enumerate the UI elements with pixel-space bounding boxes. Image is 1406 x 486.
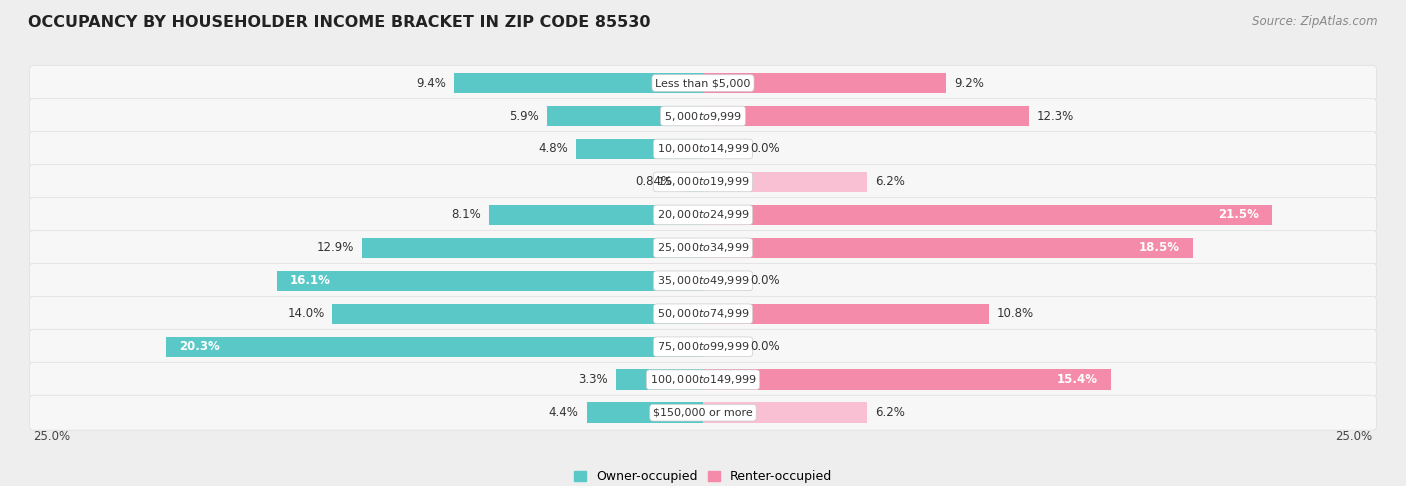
- Text: 9.2%: 9.2%: [955, 76, 984, 89]
- FancyBboxPatch shape: [30, 395, 1376, 430]
- FancyBboxPatch shape: [30, 362, 1376, 397]
- Bar: [361, 238, 703, 258]
- Text: 0.0%: 0.0%: [751, 274, 780, 287]
- Bar: [277, 271, 703, 291]
- Text: 3.3%: 3.3%: [578, 373, 607, 386]
- FancyBboxPatch shape: [30, 263, 1376, 298]
- Bar: [616, 369, 703, 390]
- FancyBboxPatch shape: [30, 164, 1376, 199]
- Text: 12.3%: 12.3%: [1036, 109, 1074, 122]
- Bar: [489, 205, 703, 225]
- Text: 14.0%: 14.0%: [287, 307, 325, 320]
- Text: $25,000 to $34,999: $25,000 to $34,999: [657, 242, 749, 254]
- Text: $10,000 to $14,999: $10,000 to $14,999: [657, 142, 749, 156]
- FancyBboxPatch shape: [30, 330, 1376, 364]
- Text: 4.4%: 4.4%: [548, 406, 579, 419]
- Text: 9.4%: 9.4%: [416, 76, 446, 89]
- FancyBboxPatch shape: [30, 132, 1376, 166]
- Bar: [166, 336, 703, 357]
- FancyBboxPatch shape: [30, 230, 1376, 265]
- Text: 10.8%: 10.8%: [997, 307, 1033, 320]
- Text: Source: ZipAtlas.com: Source: ZipAtlas.com: [1253, 15, 1378, 28]
- Text: 0.84%: 0.84%: [636, 175, 673, 189]
- FancyBboxPatch shape: [30, 66, 1376, 101]
- Text: $75,000 to $99,999: $75,000 to $99,999: [657, 340, 749, 353]
- Bar: [703, 172, 868, 192]
- Bar: [576, 139, 703, 159]
- Text: $100,000 to $149,999: $100,000 to $149,999: [650, 373, 756, 386]
- Bar: [586, 402, 703, 423]
- Bar: [703, 402, 868, 423]
- Bar: [332, 304, 703, 324]
- Bar: [703, 238, 1192, 258]
- Bar: [703, 369, 1111, 390]
- Text: 25.0%: 25.0%: [1336, 430, 1372, 443]
- Text: 0.0%: 0.0%: [751, 340, 780, 353]
- Text: $50,000 to $74,999: $50,000 to $74,999: [657, 307, 749, 320]
- Text: $15,000 to $19,999: $15,000 to $19,999: [657, 175, 749, 189]
- Text: 5.9%: 5.9%: [509, 109, 538, 122]
- Text: $20,000 to $24,999: $20,000 to $24,999: [657, 208, 749, 222]
- Text: $5,000 to $9,999: $5,000 to $9,999: [664, 109, 742, 122]
- Bar: [681, 172, 703, 192]
- FancyBboxPatch shape: [30, 197, 1376, 232]
- Text: 16.1%: 16.1%: [290, 274, 330, 287]
- Bar: [703, 73, 946, 93]
- Text: $35,000 to $49,999: $35,000 to $49,999: [657, 274, 749, 287]
- Text: 6.2%: 6.2%: [875, 175, 905, 189]
- Bar: [703, 205, 1272, 225]
- Text: $150,000 or more: $150,000 or more: [654, 408, 752, 417]
- Text: 6.2%: 6.2%: [875, 406, 905, 419]
- Text: Less than $5,000: Less than $5,000: [655, 78, 751, 88]
- Bar: [547, 106, 703, 126]
- Bar: [703, 106, 1029, 126]
- Text: 25.0%: 25.0%: [34, 430, 70, 443]
- FancyBboxPatch shape: [30, 99, 1376, 134]
- Text: 20.3%: 20.3%: [179, 340, 219, 353]
- Text: 18.5%: 18.5%: [1139, 242, 1180, 254]
- Text: 21.5%: 21.5%: [1218, 208, 1258, 222]
- FancyBboxPatch shape: [30, 296, 1376, 331]
- Text: 8.1%: 8.1%: [451, 208, 481, 222]
- Bar: [703, 304, 988, 324]
- Legend: Owner-occupied, Renter-occupied: Owner-occupied, Renter-occupied: [568, 465, 838, 486]
- Text: 12.9%: 12.9%: [316, 242, 354, 254]
- Text: 4.8%: 4.8%: [538, 142, 568, 156]
- Bar: [454, 73, 703, 93]
- Text: 0.0%: 0.0%: [751, 142, 780, 156]
- Text: OCCUPANCY BY HOUSEHOLDER INCOME BRACKET IN ZIP CODE 85530: OCCUPANCY BY HOUSEHOLDER INCOME BRACKET …: [28, 15, 651, 30]
- Text: 15.4%: 15.4%: [1056, 373, 1097, 386]
